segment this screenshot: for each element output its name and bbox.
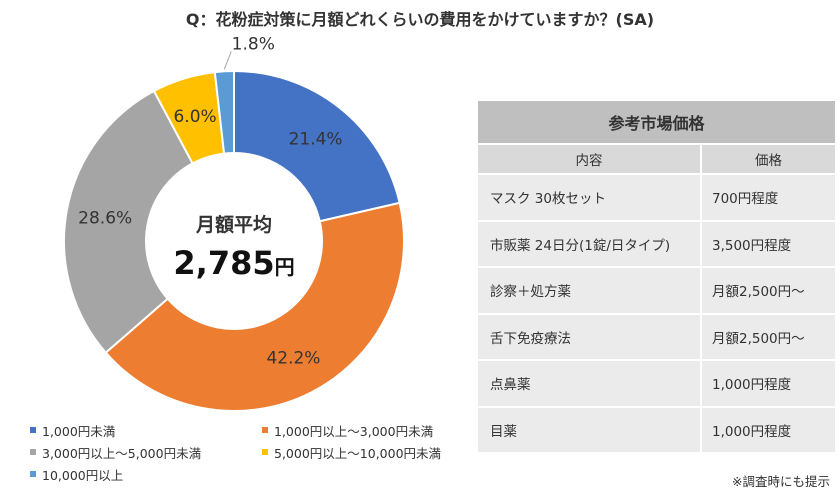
legend-swatch [30,449,36,455]
donut-chart: 21.4% 42.2% 28.6% 6.0% 1.8% 月額平均 2,785円 [63,34,405,412]
chart-title: Q：花粉症対策に月額どれくらいの費用をかけていますか？(SA) [185,10,655,29]
table-row: 舌下免疫療法 月額2,500円〜 [478,313,835,361]
table-cell-item: マスク 30枚セット [478,174,702,222]
table-row: 診察＋処方薬 月額2,500円〜 [478,267,835,315]
legend-label: 10,000円以上 [42,467,124,483]
slice-value-label-5: 1.8% [232,34,275,54]
table-title: 参考市場価格 [478,101,835,145]
leader-lines [223,51,232,70]
table-cell-item: 点鼻薬 [478,360,702,408]
legend-item-3: 3,000円以上〜5,000円未満 [30,443,262,461]
column-header-item: 内容 [478,144,702,175]
legend-label: 1,000円以上〜3,000円未満 [274,423,434,439]
donut-slice-3 [63,89,194,355]
table-cell-item: 市販薬 24日分(1錠/日タイプ) [478,220,702,268]
legend-label: 3,000円以上〜5,000円未満 [42,445,202,461]
center-value: 2,785 [173,244,274,282]
donut-slice-2 [104,201,405,412]
chart-legend: 1,000円未満 1,000円以上〜3,000円未満 3,000円以上〜5,000円… [30,421,470,483]
legend-item-4: 5,000円以上〜10,000円未満 [262,443,470,461]
table-cell-price: 月額2,500円〜 [701,267,835,315]
table-cell-item: 舌下免疫療法 [478,313,702,361]
legend-item-2: 1,000円以上〜3,000円未満 [262,421,470,439]
center-unit: 円 [275,255,295,279]
table-body: マスク 30枚セット 700円程度 市販薬 24日分(1錠/日タイプ) 3,500円程… [478,174,835,454]
slice-labels: 21.4% 42.2% 28.6% 6.0% 1.8% [78,34,342,368]
reference-price-table: 参考市場価格 内容 価格 マスク 30枚セット 700円程度 市販薬 24日分(1錠… [478,101,835,454]
column-header-price: 価格 [701,144,835,175]
table-cell-price: 3,500円程度 [701,220,835,268]
table-cell-item: 診察＋処方薬 [478,267,702,315]
table-row: 市販薬 24日分(1錠/日タイプ) 3,500円程度 [478,220,835,268]
donut-slice-5 [213,69,235,155]
slice-value-label-1: 21.4% [289,130,343,150]
legend-item-1: 1,000円未満 [30,421,262,439]
table-cell-item: 目薬 [478,406,702,454]
legend-swatch [30,427,36,433]
table-cell-price: 700円程度 [701,174,835,222]
legend-swatch [30,471,36,477]
donut-slice-1 [233,69,401,223]
footnote: ※調査時にも提示 [732,474,830,489]
slice-value-label-2: 42.2% [266,349,320,369]
center-label: 月額平均 [195,213,272,236]
table-cell-price: 1,000円程度 [701,360,835,408]
legend-swatch [262,449,268,455]
legend-label: 5,000円以上〜10,000円未満 [274,445,442,461]
table-row: マスク 30枚セット 700円程度 [478,174,835,222]
table-cell-price: 月額2,500円〜 [701,313,835,361]
table-row: 目薬 1,000円程度 [478,406,835,454]
legend-item-5: 10,000円以上 [30,465,262,483]
legend-swatch [262,427,268,433]
slice-value-label-4: 6.0% [173,107,216,127]
legend-label: 1,000円未満 [42,423,116,439]
table-row: 点鼻薬 1,000円程度 [478,360,835,408]
leader-line-5 [223,51,232,70]
center-value-group: 2,785円 [173,244,294,282]
donut-slices [63,69,405,412]
slice-value-label-3: 28.6% [78,208,132,228]
table-cell-price: 1,000円程度 [701,406,835,454]
